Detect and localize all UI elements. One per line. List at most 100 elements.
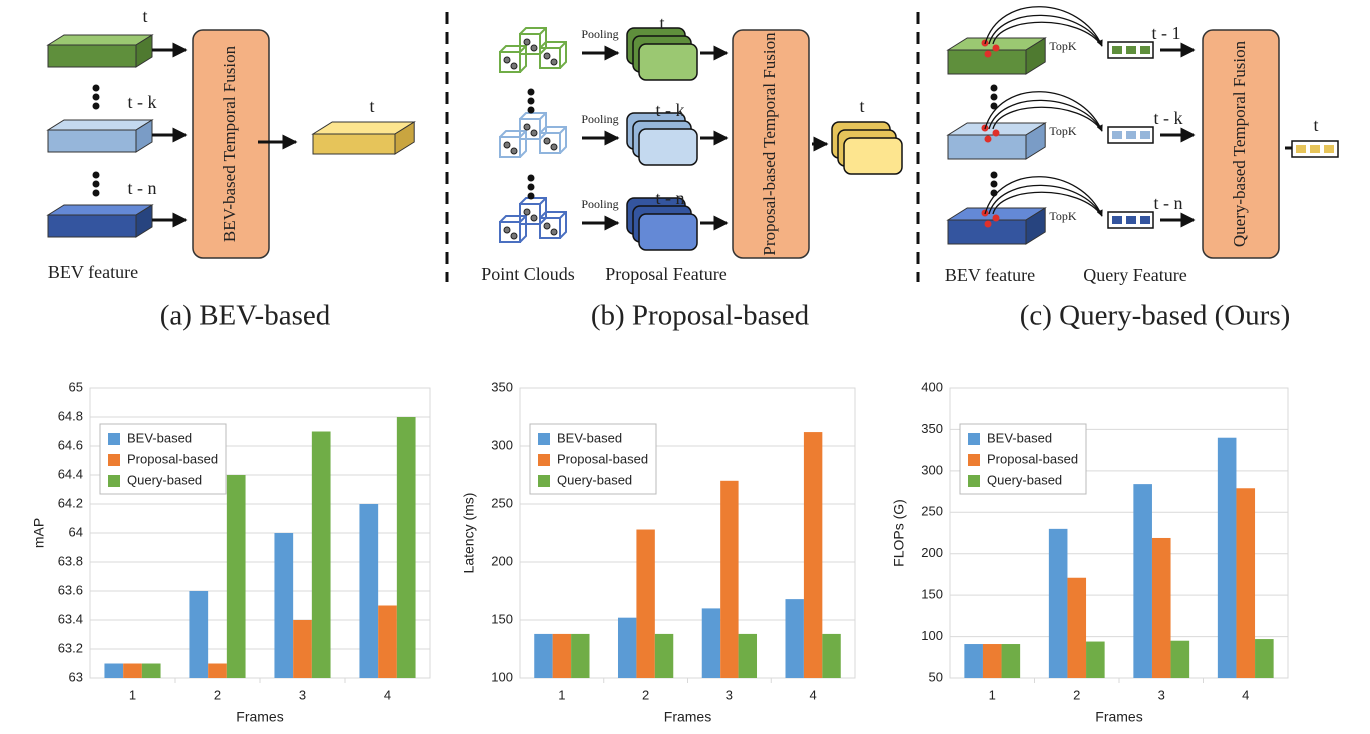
bar xyxy=(208,663,227,678)
y-tick-label: 63 xyxy=(69,669,83,684)
y-tick-label: 200 xyxy=(491,553,513,568)
bar xyxy=(141,663,161,678)
ellipsis-dot xyxy=(990,180,998,188)
topk-point xyxy=(984,220,992,228)
label: TopK xyxy=(1049,209,1076,223)
point xyxy=(550,143,558,151)
y-tick-label: 64.6 xyxy=(58,437,83,452)
label: t - k xyxy=(128,92,157,112)
topk-point xyxy=(992,129,1000,137)
slab-side xyxy=(135,119,153,153)
slab-side xyxy=(1025,207,1046,245)
query xyxy=(1126,131,1136,139)
legend-label: BEV-based xyxy=(127,430,192,445)
bar xyxy=(1217,437,1237,678)
legend-swatch xyxy=(108,454,120,466)
y-tick-label: 150 xyxy=(491,611,513,626)
point xyxy=(530,214,538,222)
ellipsis-dot xyxy=(92,171,100,179)
legend-swatch xyxy=(108,475,120,487)
cube xyxy=(499,221,521,243)
legend-label: BEV-based xyxy=(987,430,1052,445)
y-tick-label: 63.2 xyxy=(58,640,83,655)
slab-top xyxy=(46,34,154,46)
query xyxy=(1112,131,1122,139)
bar xyxy=(701,608,721,678)
legend-swatch xyxy=(968,475,980,487)
bar xyxy=(654,633,674,678)
label: BEV feature xyxy=(48,262,138,282)
bar xyxy=(1255,639,1274,678)
point xyxy=(503,56,511,64)
point xyxy=(543,137,551,145)
bar xyxy=(636,529,655,678)
point xyxy=(550,228,558,236)
bar xyxy=(1001,644,1021,678)
y-tick-label: 100 xyxy=(921,628,943,643)
label: t - k xyxy=(656,100,685,120)
x-tick-label: 2 xyxy=(1073,687,1080,702)
label: t xyxy=(142,6,147,26)
slab-front xyxy=(47,129,137,153)
ellipsis-dot xyxy=(92,102,100,110)
label: Pooling xyxy=(581,197,618,211)
ellipsis-dot xyxy=(990,84,998,92)
cube xyxy=(519,112,547,140)
point xyxy=(523,38,531,46)
topk-curve xyxy=(984,176,1103,217)
legend-label: BEV-based xyxy=(557,430,622,445)
ellipsis-dot xyxy=(527,97,535,105)
bar xyxy=(1086,641,1105,678)
slab-front xyxy=(312,133,396,155)
topk-point xyxy=(984,50,992,58)
legend-label: Query-based xyxy=(557,472,632,487)
bar xyxy=(822,633,841,678)
slab-side xyxy=(135,34,153,68)
bar xyxy=(964,644,983,678)
ellipsis-dot xyxy=(990,102,998,110)
label: BEV feature xyxy=(945,265,1035,285)
x-tick-label: 4 xyxy=(1242,687,1249,702)
query xyxy=(1140,131,1150,139)
proposal-card xyxy=(843,137,903,175)
bar xyxy=(378,605,397,678)
cube xyxy=(539,47,561,69)
bar xyxy=(311,431,331,678)
y-tick-label: 63.6 xyxy=(58,582,83,597)
bar xyxy=(1236,488,1256,678)
legend-swatch xyxy=(538,433,550,445)
y-tick-label: 63.4 xyxy=(58,611,83,626)
x-tick-label: 3 xyxy=(726,687,733,702)
cube xyxy=(519,203,541,225)
label: TopK xyxy=(1049,39,1076,53)
legend-label: Proposal-based xyxy=(557,451,648,466)
bar xyxy=(785,599,804,678)
label: TopK xyxy=(1049,124,1076,138)
y-tick-label: 350 xyxy=(491,379,513,394)
bar xyxy=(617,617,637,678)
label: Pooling xyxy=(581,27,618,41)
x-tick-label: 1 xyxy=(558,687,565,702)
bar xyxy=(189,591,209,678)
legend-label: Query-based xyxy=(127,472,202,487)
ellipsis-dot xyxy=(527,183,535,191)
query xyxy=(1310,145,1320,153)
label: t xyxy=(659,13,664,33)
point xyxy=(510,62,518,70)
point xyxy=(543,222,551,230)
y-tick-label: 64 xyxy=(69,524,83,539)
label: t - k xyxy=(1154,108,1183,128)
label: Pooling xyxy=(581,112,618,126)
point xyxy=(503,141,511,149)
y-tick-label: 63.8 xyxy=(58,553,83,568)
label: t - n xyxy=(128,178,157,198)
bar xyxy=(571,633,590,678)
label: t xyxy=(859,96,864,116)
topk-curve xyxy=(988,14,1103,47)
y-tick-label: 64.8 xyxy=(58,408,83,423)
y-axis-label: Latency (ms) xyxy=(461,493,477,574)
y-tick-label: 64.4 xyxy=(58,466,83,481)
topk-point xyxy=(992,214,1000,222)
y-tick-label: 350 xyxy=(921,421,943,436)
x-tick-label: 2 xyxy=(642,687,649,702)
